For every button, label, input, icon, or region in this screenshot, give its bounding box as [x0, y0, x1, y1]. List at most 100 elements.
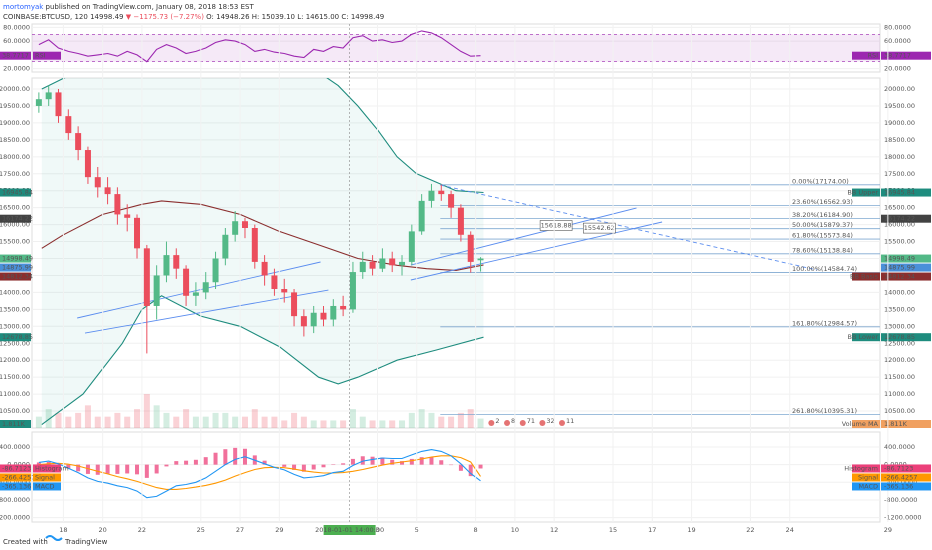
candle-body — [212, 258, 219, 283]
badge-name: Signal — [35, 473, 55, 481]
badge-bg — [881, 214, 931, 223]
histogram-bar — [400, 461, 405, 465]
y-tick-label: 13000.00 — [884, 322, 915, 330]
y-tick-label: -1200.0000 — [884, 514, 922, 522]
fib-label: 78.60%(15138.84) — [792, 246, 853, 254]
histogram-bar — [429, 457, 434, 465]
volume-bar — [124, 416, 131, 428]
histogram-bar — [115, 464, 120, 474]
y-tick-label: 20.0000 — [3, 65, 30, 73]
last: 14998.49 — [90, 13, 123, 21]
y-tick-label: 19500.00 — [884, 102, 915, 110]
y-tick-label: 13500.00 — [0, 305, 30, 313]
candle-body — [232, 221, 239, 235]
symbol: COINBASE:BTCUSD, 120 — [3, 13, 88, 21]
volume-bar — [428, 412, 435, 428]
y-tick-label: 60.0000 — [3, 37, 30, 45]
y-tick-label: 13500.00 — [884, 305, 915, 313]
volume-bar — [359, 416, 366, 428]
candle-body — [330, 305, 337, 320]
histogram-bar — [76, 464, 81, 472]
volume-bar — [35, 416, 42, 428]
candle-body — [369, 261, 376, 269]
histogram-bar — [164, 464, 169, 467]
volume-bar — [134, 409, 141, 428]
badge-bg — [0, 464, 31, 473]
candle-body — [320, 312, 327, 320]
histogram-bar — [468, 464, 473, 477]
badge-value: 16174.22 — [884, 215, 915, 223]
x-tick-label: 29 — [884, 526, 892, 534]
badge-name-bg — [852, 464, 880, 473]
candle-body — [310, 312, 317, 327]
y-tick-label: 11000.00 — [884, 390, 915, 398]
badge-bg — [0, 51, 31, 60]
trendline — [77, 261, 321, 319]
histogram-bar — [458, 464, 463, 471]
badge-name-bg — [852, 188, 880, 197]
y-tick-label: 13000.00 — [0, 322, 30, 330]
volume-bar — [457, 412, 464, 428]
y-tick-label: 15500.00 — [0, 238, 30, 246]
y-tick-label: -1200.0000 — [0, 514, 30, 522]
volume-bar — [241, 416, 248, 428]
histogram-bar — [478, 464, 483, 469]
candle-body — [153, 275, 160, 306]
volume-bar — [84, 405, 91, 428]
x-tick-label: 8 — [474, 526, 478, 534]
histogram-bar — [184, 460, 189, 465]
histogram-bar — [95, 464, 100, 475]
y-tick-label: 18000.00 — [0, 153, 30, 161]
histogram-bar — [341, 463, 346, 465]
y-tick-label: 16000.00 — [884, 221, 915, 229]
badge-value: 12678.85 — [2, 333, 33, 341]
candle-body — [84, 150, 91, 178]
x-tick-label: 5 — [415, 526, 419, 534]
y-tick-label: 20000.00 — [884, 85, 915, 93]
badge-bg — [881, 420, 931, 428]
event-marker — [504, 420, 511, 426]
histogram-bar — [350, 458, 355, 465]
volume-bar — [320, 420, 327, 428]
y-tick-label: 400.0000 — [884, 443, 915, 451]
trendline — [410, 221, 663, 281]
badge-value: 14812.34 — [2, 273, 33, 281]
y-tick-label: 19500.00 — [0, 102, 30, 110]
badge-name: MACD — [35, 482, 54, 490]
volume-bar — [65, 416, 72, 428]
bollinger-fill — [41, 78, 484, 425]
histogram-bar — [262, 460, 267, 465]
candle-body — [94, 177, 101, 188]
histogram-bar — [105, 464, 110, 474]
histogram-bar — [85, 464, 90, 474]
badge-value: -86.7123 — [884, 464, 913, 472]
badge-value: 14998.49 — [884, 255, 915, 263]
badge-name-bg — [33, 482, 61, 491]
y-tick-label: 11500.00 — [0, 373, 30, 381]
histogram-bar — [370, 456, 375, 465]
bollinger-line — [41, 78, 484, 194]
fib-label: 100.00%(14584.74) — [792, 265, 857, 273]
y-tick-label: 20.0000 — [884, 65, 911, 73]
series-line — [38, 449, 481, 499]
y-tick-label: 20000.00 — [0, 85, 30, 93]
volume-bar — [55, 412, 62, 428]
badge-value: 14812.34 — [884, 273, 915, 281]
badge-value: 38.7717 — [2, 52, 29, 60]
badge-value: 1.811K — [884, 420, 908, 428]
candle-body — [340, 305, 347, 310]
badge-name: RSI — [35, 52, 46, 60]
fib-label: 50.00%(15879.37) — [792, 221, 853, 229]
badge-name-bg — [852, 51, 880, 60]
histogram-bar — [223, 449, 228, 465]
footer-brand[interactable]: TradingView — [64, 538, 108, 546]
badge-name-bg — [852, 333, 880, 342]
badge-bg — [881, 254, 931, 263]
badge-bg — [0, 188, 31, 197]
candle-body — [261, 261, 268, 276]
volume-bar — [389, 420, 396, 428]
volume-bar — [261, 416, 268, 428]
y-tick-label: 18500.00 — [0, 136, 30, 144]
author[interactable]: mortomyak — [3, 3, 44, 11]
volume-bar — [212, 412, 219, 428]
